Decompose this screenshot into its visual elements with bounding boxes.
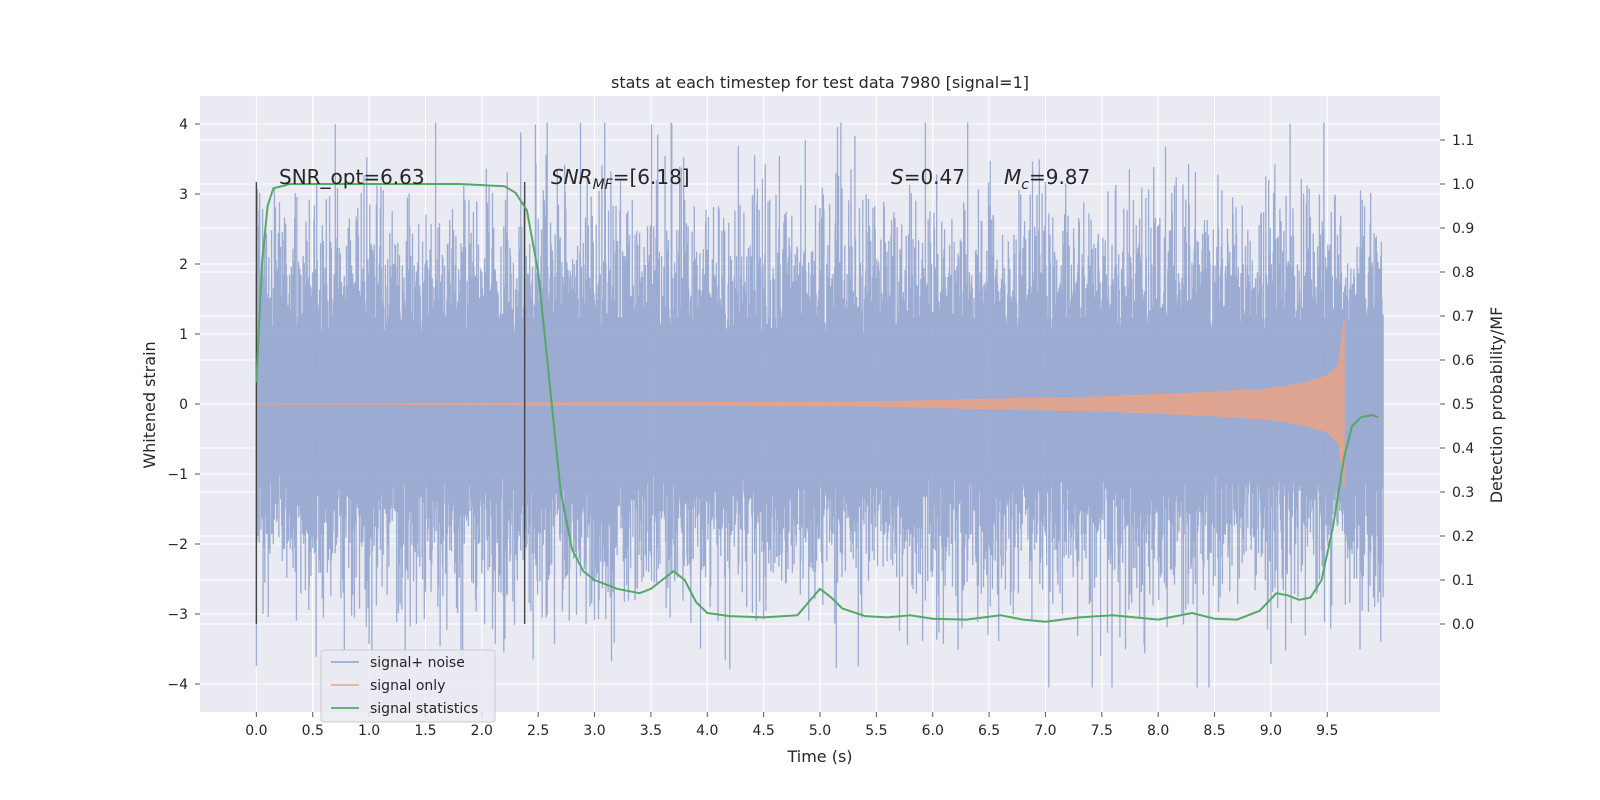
mc-value: =9.87 xyxy=(1029,165,1090,189)
y-right-tick-label: 0.2 xyxy=(1452,529,1474,545)
x-tick-label: 3.0 xyxy=(583,723,605,739)
y-right-tick-label: 0.1 xyxy=(1452,573,1474,589)
legend-label-signal-only: signal only xyxy=(370,678,445,694)
x-tick-label: 1.5 xyxy=(414,723,436,739)
y-right-tick-label: 0.0 xyxy=(1452,617,1474,633)
legend-label-signal-statistics: signal statistics xyxy=(370,701,478,717)
y-right-tick-label: 0.3 xyxy=(1452,485,1474,501)
x-tick-label: 7.0 xyxy=(1034,723,1056,739)
y-tick-label: −2 xyxy=(167,537,188,553)
vertical-markers xyxy=(255,182,526,624)
legend-label-signal-noise: signal+ noise xyxy=(370,655,465,671)
x-tick-label: 9.5 xyxy=(1316,723,1338,739)
y-tick-label: 0 xyxy=(179,397,188,413)
y-right-axis-label: Detection probability/MF xyxy=(1487,307,1506,504)
snr-mf-value: =[6.18] xyxy=(613,165,690,189)
x-tick-label: 6.0 xyxy=(922,723,944,739)
y-tick-label: 1 xyxy=(179,327,188,343)
annotation-snr-mf: SNRMF=[6.18] xyxy=(551,165,690,193)
y-right-tick-label: 1.0 xyxy=(1452,177,1474,193)
x-tick-label: 5.5 xyxy=(865,723,887,739)
y-tick-label: −1 xyxy=(167,467,188,483)
legend: signal+ noise signal only signal statist… xyxy=(320,649,496,723)
x-tick-label: 2.0 xyxy=(471,723,493,739)
series-signal-only xyxy=(256,319,1345,489)
y-tick-label: −4 xyxy=(167,677,188,693)
x-tick-label: 2.5 xyxy=(527,723,549,739)
x-tick-label: 3.5 xyxy=(640,723,662,739)
x-tick-label: 4.5 xyxy=(753,723,775,739)
series-signal-statistics xyxy=(255,183,1379,623)
x-tick-label: 7.5 xyxy=(1091,723,1113,739)
y-right-tick-label: 0.7 xyxy=(1452,309,1474,325)
s-symbol: S xyxy=(891,165,904,189)
x-tick-label: 4.0 xyxy=(696,723,718,739)
y-tick-label: 2 xyxy=(179,257,188,273)
y-tick-label: −3 xyxy=(167,607,188,623)
snr-mf-symbol: SNR xyxy=(551,165,593,189)
annotation-mc: Mc=9.87 xyxy=(1004,165,1090,193)
axis-ticks: 0.0 0.5 1.0 1.5 2.0 2.5 3.0 3.5 4.0 4.5 5.0 5.5 6.0 6… xyxy=(167,117,1474,739)
x-tick-label: 5.0 xyxy=(809,723,831,739)
x-tick-label: 8.5 xyxy=(1203,723,1225,739)
x-tick-label: 6.5 xyxy=(978,723,1000,739)
chart-title: stats at each timestep for test data 798… xyxy=(611,73,1029,92)
y-right-tick-label: 0.6 xyxy=(1452,353,1474,369)
annotation-s: S=0.47 xyxy=(891,165,965,189)
y-right-tick-label: 0.5 xyxy=(1452,397,1474,413)
x-tick-label: 8.0 xyxy=(1147,723,1169,739)
y-right-tick-label: 0.9 xyxy=(1452,221,1474,237)
annotation-snr-opt: SNR_opt=6.63 xyxy=(279,165,425,189)
signal-only-trace xyxy=(256,319,1345,489)
y-tick-label: 4 xyxy=(179,117,188,133)
y-axis-label: Whitened strain xyxy=(140,341,159,468)
mc-symbol: M xyxy=(1004,165,1021,189)
x-tick-label: 0.0 xyxy=(245,723,267,739)
snr-mf-subscript: MF xyxy=(593,177,614,193)
mc-subscript: c xyxy=(1021,177,1029,193)
y-right-tick-label: 0.8 xyxy=(1452,265,1474,281)
legend-box xyxy=(320,649,496,723)
x-axis-label: Time (s) xyxy=(786,747,852,766)
signal-statistics-trace xyxy=(255,183,1379,623)
y-right-tick-label: 1.1 xyxy=(1452,133,1474,149)
y-right-tick-label: 0.4 xyxy=(1452,441,1474,457)
s-value: =0.47 xyxy=(904,165,965,189)
y-tick-label: 3 xyxy=(179,187,188,203)
x-tick-label: 9.0 xyxy=(1260,723,1282,739)
x-tick-label: 1.0 xyxy=(358,723,380,739)
x-tick-label: 0.5 xyxy=(302,723,324,739)
